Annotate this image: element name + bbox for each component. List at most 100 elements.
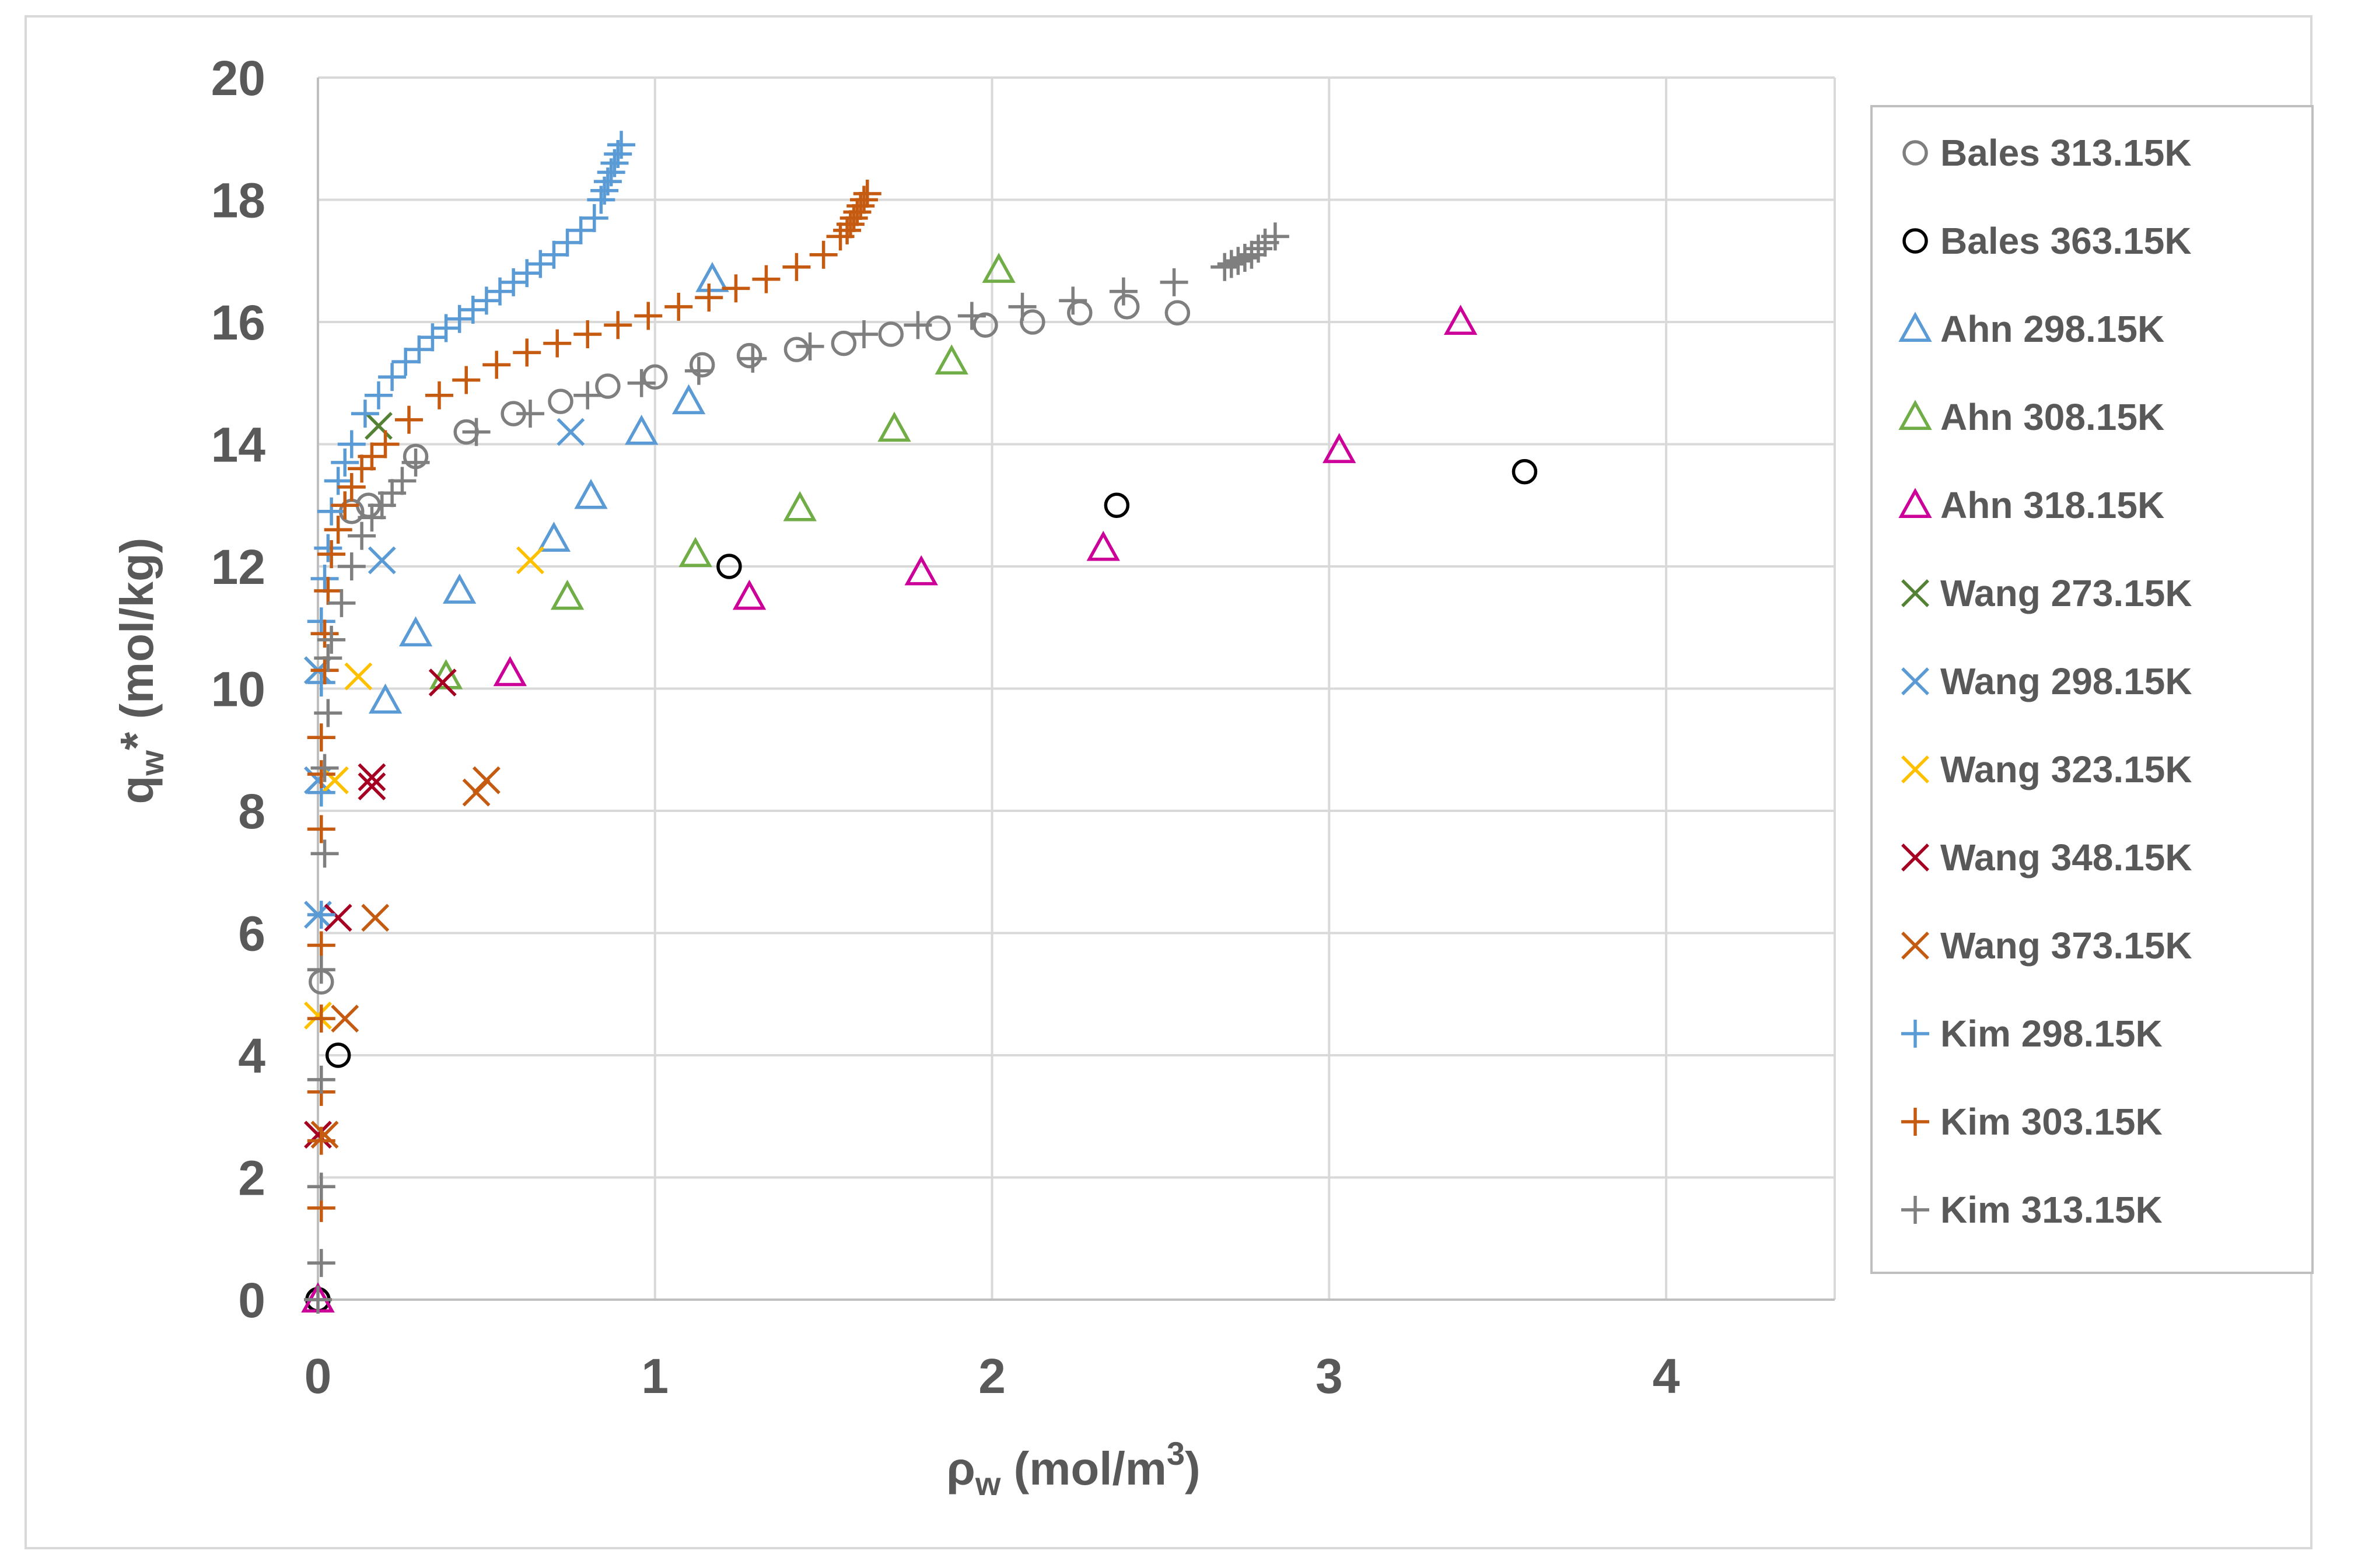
data-point <box>361 904 390 932</box>
x-label-end: ) <box>1185 1443 1201 1494</box>
data-point <box>462 418 491 446</box>
legend-item: Wang 273.15K <box>1901 572 2192 614</box>
y-tick-label: 2 <box>238 1151 265 1206</box>
data-point <box>595 373 621 399</box>
data-point <box>904 555 938 586</box>
data-point <box>732 579 767 610</box>
data-point <box>836 210 865 239</box>
x-tick-label: 3 <box>1316 1349 1343 1404</box>
legend: Bales 313.15K Bales 363.15K Ahn 298.15K Ahn… <box>1870 105 2314 1274</box>
data-point <box>573 320 602 348</box>
data-point <box>1008 292 1037 321</box>
data-point <box>358 772 386 801</box>
data-point <box>634 302 663 330</box>
data-point <box>337 473 366 501</box>
legend-label: Wang 323.15K <box>1940 748 2192 790</box>
legend-label: Wang 298.15K <box>1940 660 2192 702</box>
legend-marker <box>1901 1020 1929 1048</box>
data-point <box>307 931 335 960</box>
data-point <box>1211 253 1239 281</box>
data-point <box>839 204 868 232</box>
data-point <box>307 1249 335 1278</box>
data-point <box>573 381 602 410</box>
data-point <box>752 265 781 293</box>
data-point <box>1217 250 1246 278</box>
data-point <box>550 579 585 610</box>
data-point <box>314 699 342 727</box>
series-ahn-318-15k <box>301 304 1478 1312</box>
data-point <box>1109 277 1138 306</box>
legend-item: Ahn 298.15K <box>1898 308 2164 350</box>
legend-marker <box>1898 312 1932 342</box>
data-point <box>398 616 433 647</box>
data-point <box>307 1065 335 1094</box>
legend-label: Kim 298.15K <box>1940 1013 2163 1055</box>
data-point <box>796 332 824 360</box>
data-point <box>689 352 715 378</box>
data-point <box>972 312 998 338</box>
data-point <box>783 337 810 362</box>
y-tick-label: 16 <box>211 295 265 350</box>
data-point <box>540 240 568 269</box>
data-point <box>548 388 573 414</box>
data-point <box>310 620 339 648</box>
data-point <box>401 448 430 477</box>
data-point <box>331 491 359 520</box>
data-point <box>904 311 932 340</box>
legend-label: Kim 303.15K <box>1940 1101 2163 1143</box>
data-point <box>452 366 481 394</box>
data-point <box>671 384 706 415</box>
data-point <box>1059 286 1087 315</box>
data-point <box>736 342 762 369</box>
grid <box>317 76 1836 1301</box>
data-point <box>317 540 346 569</box>
legend-item: Ahn 318.15K <box>1898 484 2164 526</box>
data-point <box>833 216 862 244</box>
data-point <box>307 901 335 929</box>
data-point <box>337 430 366 459</box>
data-point <box>1160 268 1188 296</box>
y-tick-label: 4 <box>238 1028 265 1083</box>
x-tick-label: 0 <box>305 1349 332 1404</box>
legend-item: Wang 348.15K <box>1901 836 2192 878</box>
axes <box>317 78 1835 1301</box>
data-point <box>317 497 346 526</box>
legend-marker <box>1901 1196 1929 1224</box>
data-point <box>543 329 572 358</box>
data-point <box>395 405 423 434</box>
data-point <box>809 240 838 269</box>
legend-marker <box>1901 1108 1929 1136</box>
data-point <box>716 554 742 579</box>
data-point <box>1237 240 1266 269</box>
series-kim-303-15k <box>307 180 881 1222</box>
data-point <box>627 369 656 397</box>
data-point <box>425 381 453 410</box>
data-point <box>739 344 767 373</box>
data-point <box>878 321 904 347</box>
legend-marker <box>1901 844 1929 872</box>
data-point <box>391 348 420 376</box>
y-tick-label: 12 <box>211 540 265 594</box>
data-point <box>314 534 342 562</box>
legend-marker <box>1902 228 1928 254</box>
legend-item: Bales 313.15K <box>1902 132 2192 174</box>
y-tick-label: 8 <box>238 784 265 839</box>
data-point <box>877 411 911 442</box>
data-point <box>1020 309 1045 335</box>
data-point <box>957 302 986 330</box>
x-label-sub: w <box>975 1465 1001 1502</box>
y-tick-label: 18 <box>211 173 265 228</box>
x-tick-label: 2 <box>978 1349 1006 1404</box>
data-point <box>351 400 379 428</box>
data-point <box>513 338 541 367</box>
data-point <box>853 180 881 208</box>
data-point <box>1114 294 1140 320</box>
data-point <box>314 576 342 605</box>
legend-label: Ahn 318.15K <box>1940 484 2164 526</box>
data-point <box>1104 492 1130 518</box>
y-label-rest: * (mol/kg) <box>111 538 163 750</box>
data-point <box>642 364 668 390</box>
data-point <box>1443 304 1478 335</box>
data-point <box>428 668 457 696</box>
series-wang-348-15k <box>304 668 457 1149</box>
